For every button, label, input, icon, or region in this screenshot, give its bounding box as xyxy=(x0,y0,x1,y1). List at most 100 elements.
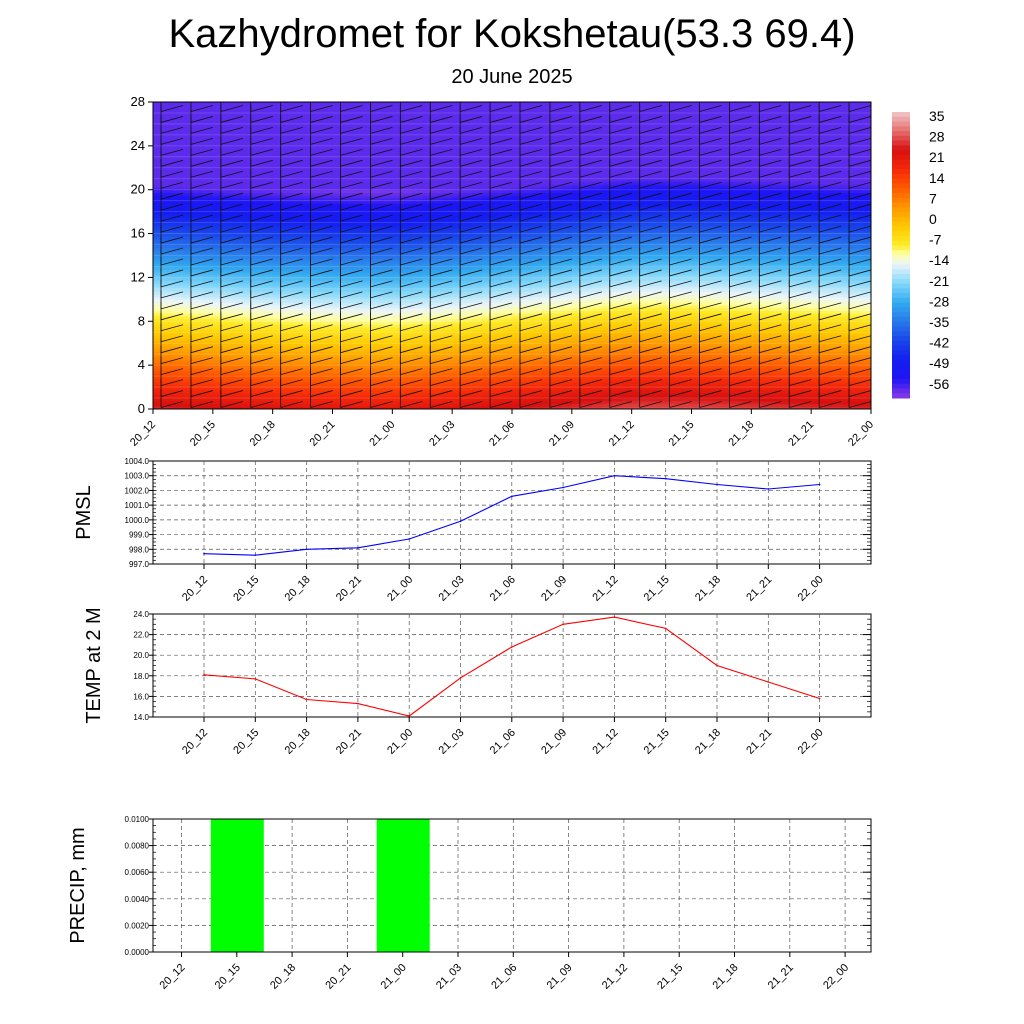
heatmap-cell xyxy=(671,263,683,268)
heatmap-cell xyxy=(282,398,294,402)
heatmap-cell xyxy=(452,280,463,284)
heatmap-cell xyxy=(182,340,194,344)
heatmap-cell xyxy=(771,398,782,402)
heatmap-cell xyxy=(861,343,871,347)
heatmap-cell xyxy=(222,236,234,240)
heatmap-cell xyxy=(651,376,663,380)
heatmap-cell xyxy=(741,370,752,374)
heatmap-cell xyxy=(162,285,174,289)
heatmap-cell xyxy=(671,398,683,402)
heatmap-cell xyxy=(332,406,344,409)
heatmap-cell xyxy=(611,244,623,248)
heatmap-cell xyxy=(721,263,732,268)
heatmap-cell xyxy=(581,334,593,339)
heatmap-cell xyxy=(182,329,194,333)
heatmap-cell xyxy=(332,233,344,237)
heatmap-cell xyxy=(442,266,453,270)
heatmap-cell xyxy=(831,239,842,243)
heatmap-cell xyxy=(531,296,543,300)
heatmap-cell xyxy=(242,376,254,380)
heatmap-cell xyxy=(781,376,792,380)
heatmap-cell xyxy=(162,345,174,350)
heatmap-cell xyxy=(691,321,703,325)
heatmap-cell xyxy=(402,291,413,295)
heatmap-cell xyxy=(771,230,782,235)
heatmap-cell xyxy=(292,282,304,287)
heatmap-cell xyxy=(212,332,224,336)
heatmap-cell xyxy=(192,266,204,270)
heatmap-cell xyxy=(641,310,653,314)
heatmap-cell xyxy=(282,299,294,303)
heatmap-cell xyxy=(821,376,832,380)
heatmap-cell xyxy=(641,230,653,235)
heatmap-cell xyxy=(392,354,403,358)
heatmap-cell xyxy=(531,310,543,314)
heatmap-cell xyxy=(472,318,483,322)
heatmap-cell xyxy=(452,219,463,224)
heatmap-cell xyxy=(641,255,653,259)
heatmap-cell xyxy=(691,318,703,322)
heatmap-cell xyxy=(601,313,613,317)
heatmap-cell xyxy=(482,321,493,325)
heatmap-cell xyxy=(392,373,403,377)
heatmap-cell xyxy=(292,403,304,407)
heatmap-cell xyxy=(512,318,523,322)
heatmap-cell xyxy=(153,329,164,333)
heatmap-cell xyxy=(372,395,383,399)
heatmap-cell xyxy=(452,343,463,347)
heatmap-cell xyxy=(791,310,802,314)
heatmap-cell xyxy=(601,293,613,298)
heatmap-cell xyxy=(302,233,314,237)
heatmap-cell xyxy=(492,387,503,391)
heatmap-cell xyxy=(521,266,533,270)
heatmap-cell xyxy=(312,236,324,240)
heatmap-cell xyxy=(711,310,723,314)
heatmap-cell xyxy=(242,233,254,237)
heatmap-cell xyxy=(452,315,463,320)
heatmap-cell xyxy=(462,274,473,279)
heatmap-cell xyxy=(741,384,752,388)
heatmap-cell xyxy=(631,345,643,350)
heatmap-cell xyxy=(761,362,772,366)
heatmap-cell xyxy=(571,285,583,289)
heatmap-cell xyxy=(541,356,553,361)
heatmap-cell xyxy=(621,329,633,333)
heatmap-cell xyxy=(342,367,354,372)
heatmap-cell xyxy=(821,321,832,325)
heatmap-cell xyxy=(392,313,403,317)
heatmap-cell xyxy=(591,329,603,333)
heatmap-cell xyxy=(172,250,184,254)
heatmap-cell xyxy=(691,345,703,350)
heatmap-cell xyxy=(601,337,613,342)
heatmap-cell xyxy=(192,318,204,322)
heatmap-cell xyxy=(242,351,254,355)
heatmap-cell xyxy=(502,384,513,388)
heatmap-cell xyxy=(452,392,463,396)
heatmap-cell xyxy=(342,332,354,336)
heatmap-cell xyxy=(362,302,373,306)
heatmap-cell xyxy=(801,398,812,402)
heatmap-cell xyxy=(242,387,254,391)
heatmap-cell xyxy=(482,236,493,240)
heatmap-cell xyxy=(322,266,334,270)
heatmap-cell xyxy=(312,233,324,237)
heatmap-cell xyxy=(212,247,224,251)
heatmap-cell xyxy=(382,392,393,396)
heatmap-cell xyxy=(412,299,423,303)
heatmap-cell xyxy=(621,293,633,298)
heatmap-cell xyxy=(541,321,553,325)
heatmap-cell xyxy=(452,247,463,251)
heatmap-cell xyxy=(551,296,563,300)
heatmap-cell xyxy=(372,387,383,391)
heatmap-cell xyxy=(372,244,383,248)
heatmap-cell xyxy=(512,307,523,311)
heatmap-cell xyxy=(641,334,653,339)
heatmap-cell xyxy=(312,345,324,350)
heatmap-cell xyxy=(801,376,812,380)
heatmap-cell xyxy=(452,228,463,232)
heatmap-cell xyxy=(262,252,274,257)
heatmap-cell xyxy=(631,376,643,380)
heatmap-cell xyxy=(482,233,493,237)
heatmap-cell xyxy=(811,321,822,325)
heatmap-cell xyxy=(651,260,663,265)
